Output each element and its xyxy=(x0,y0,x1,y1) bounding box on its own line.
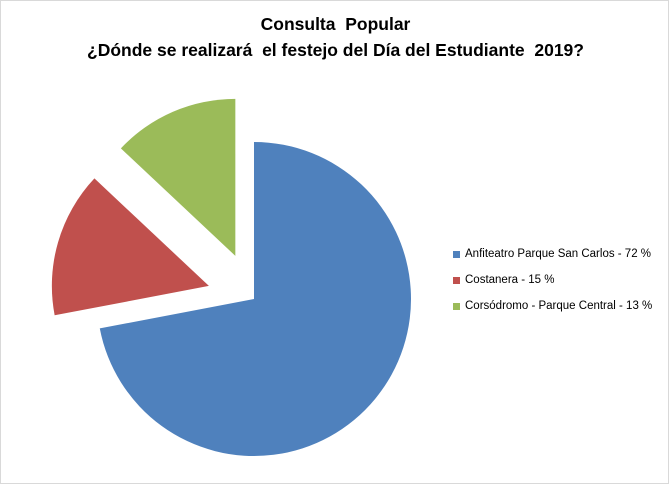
chart-subtitle: ¿Dónde se realizará el festejo del Día d… xyxy=(87,40,584,60)
legend-swatch xyxy=(453,250,460,258)
chart-title-block: Consulta Popular ¿Dónde se realizará el … xyxy=(1,11,669,63)
legend-swatch xyxy=(453,302,460,310)
legend-item-1: Anfiteatro Parque San Carlos - 72 % xyxy=(453,241,652,267)
legend-swatch xyxy=(453,276,460,284)
pie-slice-3 xyxy=(120,98,236,256)
pie-slice-1 xyxy=(99,142,412,457)
chart-legend: Anfiteatro Parque San Carlos - 72 % Costa… xyxy=(453,241,652,319)
pie-slice-2 xyxy=(51,178,209,316)
chart-title: Consulta Popular xyxy=(260,14,411,34)
legend-item-3: Corsódromo - Parque Central - 13 % xyxy=(453,293,652,319)
legend-item-2: Costanera - 15 % xyxy=(453,267,652,293)
legend-label: Corsódromo - Parque Central - 13 % xyxy=(465,300,653,312)
legend-label: Costanera - 15 % xyxy=(465,274,555,286)
legend-label: Anfiteatro Parque San Carlos - 72 % xyxy=(465,248,652,260)
